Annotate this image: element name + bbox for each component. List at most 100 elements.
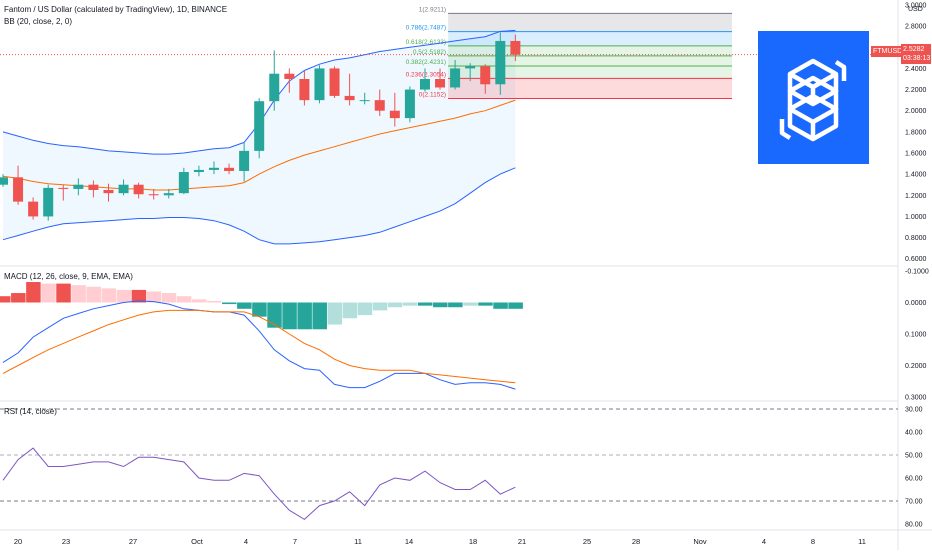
time-axis-tick: Oct xyxy=(191,537,204,546)
macd-histogram-bar xyxy=(116,289,132,303)
candle-body xyxy=(88,184,99,190)
macd-histogram-bar xyxy=(146,291,162,303)
macd-histogram-bar xyxy=(206,300,222,303)
macd-histogram-bar xyxy=(252,302,267,317)
fantom-logo xyxy=(758,31,869,164)
candle-body xyxy=(389,110,400,119)
fib-zone xyxy=(448,55,732,66)
price-axis-tick: 1.8000 xyxy=(905,129,927,136)
symbol-tag: FTMUSD xyxy=(871,46,905,57)
macd-histogram-bar xyxy=(222,302,237,305)
macd-histogram-bar xyxy=(282,302,297,330)
time-axis-tick: 18 xyxy=(469,537,477,546)
rsi-axis-tick: 60.00 xyxy=(905,476,923,483)
rsi-axis-tick: 50.00 xyxy=(905,453,923,460)
candle-body xyxy=(404,89,415,119)
candle-body xyxy=(359,100,370,102)
price-axis-tick: 2.8000 xyxy=(905,24,927,31)
fib-level-label: 0(2.1152) xyxy=(419,92,446,99)
macd-histogram-bar xyxy=(402,302,418,306)
macd-line xyxy=(2,300,516,390)
candle-body xyxy=(73,184,84,189)
fib-zone xyxy=(448,78,732,99)
macd-histogram-bar xyxy=(56,283,71,303)
fib-zone xyxy=(448,65,732,79)
fantom-logo-icon xyxy=(779,58,847,142)
fib-level-label: 0.236(2.3054) xyxy=(406,71,446,78)
candle-body xyxy=(465,66,476,69)
macd-histogram-bar xyxy=(0,296,11,303)
candle-body xyxy=(299,79,310,101)
time-axis-tick: 8 xyxy=(811,537,815,546)
time-axis-tick: Nov xyxy=(693,537,707,546)
price-axis-tick: 1.4000 xyxy=(905,172,927,179)
candle-body xyxy=(163,193,174,196)
macd-histogram-bar xyxy=(433,302,448,308)
fib-level-label: 0.618(2.6133) xyxy=(406,39,446,46)
macd-histogram-bar xyxy=(342,302,358,319)
candle-body xyxy=(314,68,325,101)
price-tag: 2.5282 03:38:13 xyxy=(901,44,931,64)
price-axis-tick: 3.0000 xyxy=(905,3,927,10)
time-axis-tick: 4 xyxy=(244,537,248,546)
macd-histogram-bar xyxy=(176,296,192,303)
candle-body xyxy=(450,68,461,88)
currency-label: USD xyxy=(908,6,923,13)
macd-histogram-bar xyxy=(41,283,56,303)
candle-body xyxy=(254,101,265,151)
macd-histogram-bar xyxy=(237,302,252,309)
candle-body xyxy=(224,167,235,171)
rsi-axis-tick: 70.00 xyxy=(905,499,923,506)
macd-histogram-bar xyxy=(71,285,86,303)
time-axis-tick: 11 xyxy=(354,537,362,546)
time-axis-tick: 21 xyxy=(518,537,526,546)
fib-zone xyxy=(448,13,732,32)
time-axis-tick: 4 xyxy=(762,537,766,546)
fib-level-label: 1(2.9211) xyxy=(419,6,446,13)
price-countdown: 03:38:13 xyxy=(903,55,931,62)
macd-histogram-bar xyxy=(312,302,327,330)
fib-level-label: 0.382(2.4231) xyxy=(406,59,446,66)
fib-level-label: 0.786(2.7487) xyxy=(406,25,446,32)
rsi-axis-tick: 30.00 xyxy=(905,407,923,414)
bb-indicator-label[interactable]: BB (20, close, 2, 0) xyxy=(4,17,73,26)
fib-zone xyxy=(448,31,732,46)
time-axis-tick: 25 xyxy=(583,537,591,546)
candle-body xyxy=(208,167,219,170)
price-axis-tick: 2.0000 xyxy=(905,108,927,115)
candle-body xyxy=(103,190,114,194)
macd-histogram-bar xyxy=(478,302,493,306)
candle-body xyxy=(419,79,430,90)
macd-histogram-bar xyxy=(267,302,282,328)
rsi-line xyxy=(2,447,516,521)
macd-histogram-bar xyxy=(86,286,101,303)
candle-body xyxy=(133,184,144,195)
macd-indicator-label[interactable]: MACD (12, 26, close, 9, EMA, EMA) xyxy=(4,272,133,281)
candle-body xyxy=(269,73,280,102)
price-axis-tick: 1.2000 xyxy=(905,193,927,200)
candle-body xyxy=(148,194,159,196)
candle-body xyxy=(495,40,506,85)
macd-histogram-bar xyxy=(327,302,343,325)
candle-body xyxy=(510,40,521,55)
time-axis-tick: 14 xyxy=(405,537,413,546)
macd-histogram-bar xyxy=(161,293,177,303)
macd-histogram-bar xyxy=(448,302,463,308)
price-axis-tick: 0.8000 xyxy=(905,235,927,242)
rsi-indicator-label[interactable]: RSI (14, close) xyxy=(4,407,57,416)
price-axis-tick: 1.6000 xyxy=(905,151,927,158)
macd-histogram-bar xyxy=(11,293,26,303)
time-axis-tick: 20 xyxy=(14,537,22,546)
candle-body xyxy=(43,187,54,217)
time-axis-tick: 28 xyxy=(632,537,640,546)
candle-body xyxy=(435,79,446,88)
candle-body xyxy=(374,100,385,111)
macd-histogram-bar xyxy=(357,302,373,316)
macd-histogram-bar xyxy=(387,302,403,308)
candle-body xyxy=(118,184,129,194)
candle-body xyxy=(193,169,204,173)
rsi-axis-tick: 80.00 xyxy=(905,522,923,529)
macd-histogram-bar xyxy=(297,302,312,330)
